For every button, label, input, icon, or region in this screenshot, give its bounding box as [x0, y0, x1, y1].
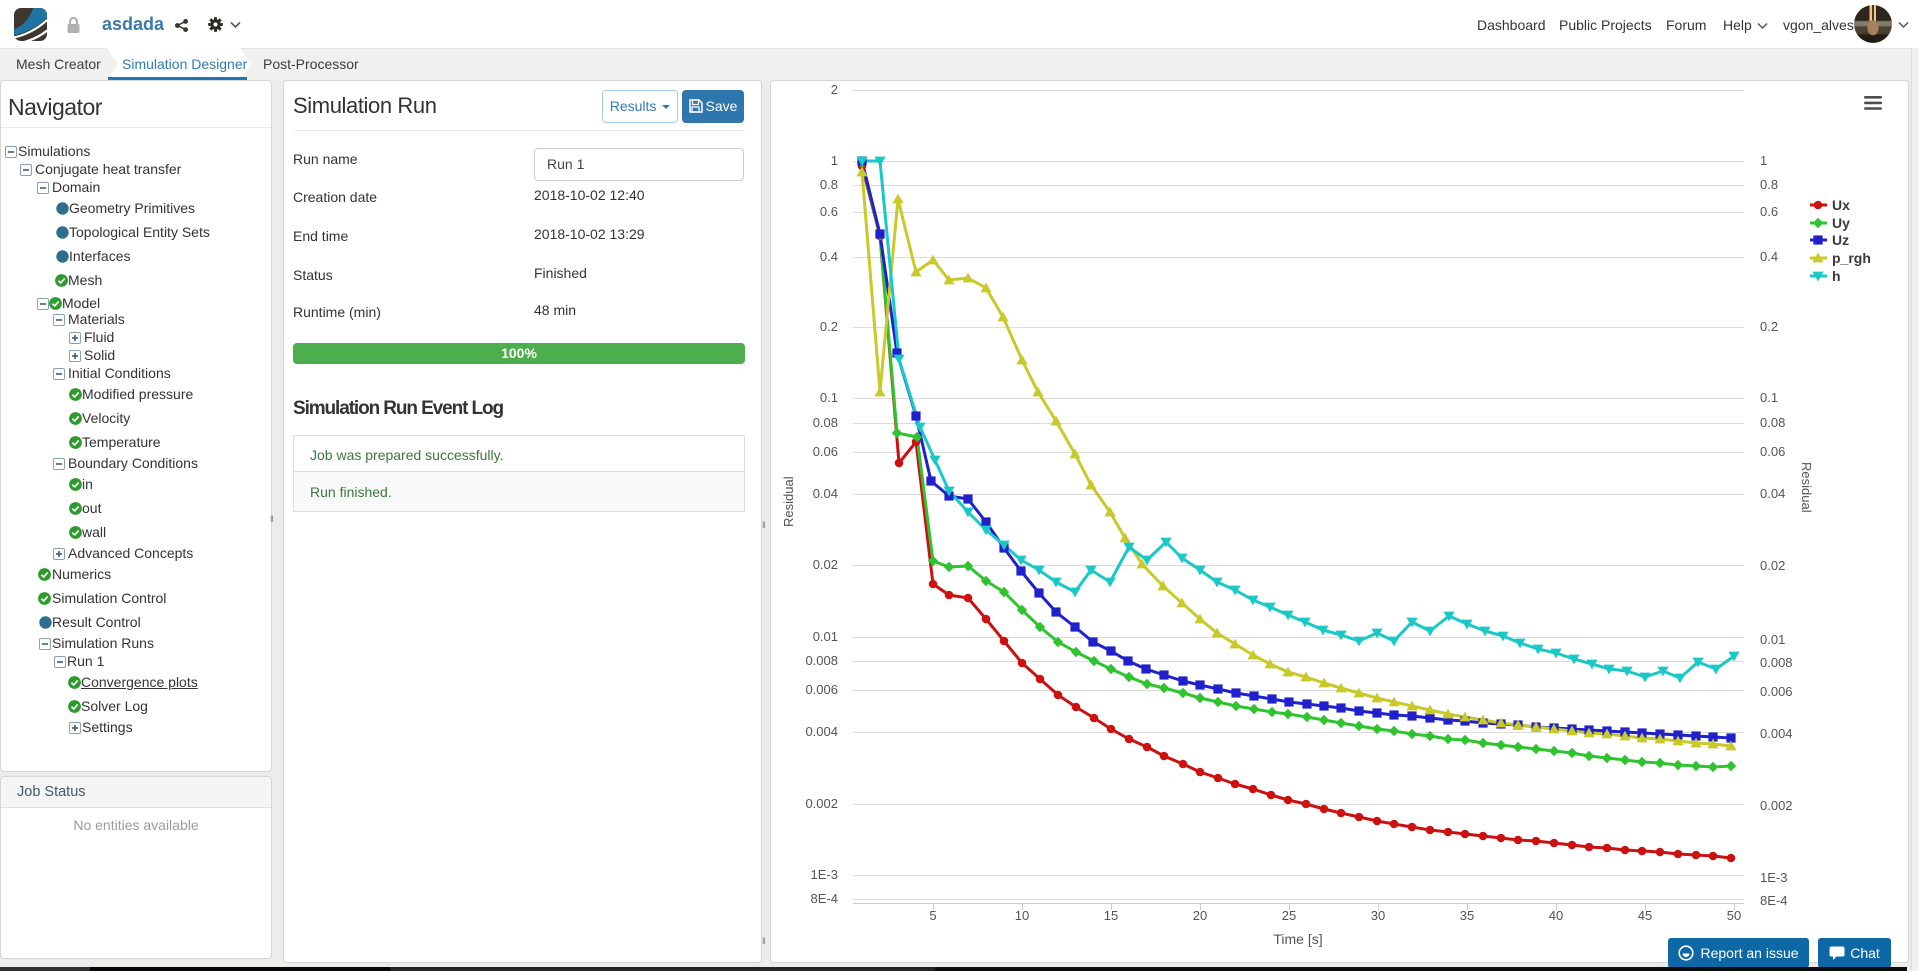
svg-text:2: 2 — [831, 82, 838, 97]
svg-text:0.2: 0.2 — [1760, 319, 1778, 334]
svg-text:5: 5 — [929, 908, 936, 923]
svg-text:1E-3: 1E-3 — [811, 867, 838, 882]
svg-text:0.1: 0.1 — [820, 390, 838, 405]
svg-text:0.6: 0.6 — [820, 204, 838, 219]
svg-text:Residual: Residual — [781, 476, 796, 527]
svg-text:0.004: 0.004 — [805, 724, 838, 739]
svg-text:0.06: 0.06 — [1760, 444, 1785, 459]
svg-text:0.04: 0.04 — [1760, 486, 1785, 501]
svg-text:25: 25 — [1282, 908, 1296, 923]
svg-text:0.8: 0.8 — [820, 177, 838, 192]
svg-text:50: 50 — [1727, 908, 1741, 923]
svg-text:0.006: 0.006 — [1760, 684, 1793, 699]
svg-text:0.008: 0.008 — [1760, 655, 1793, 670]
svg-text:0.02: 0.02 — [1760, 558, 1785, 573]
svg-text:10: 10 — [1015, 908, 1029, 923]
svg-text:0.8: 0.8 — [1760, 177, 1778, 192]
svg-text:20: 20 — [1193, 908, 1207, 923]
svg-text:p_rgh: p_rgh — [1832, 250, 1871, 266]
svg-text:0.08: 0.08 — [1760, 415, 1785, 430]
svg-text:Time [s]: Time [s] — [1273, 931, 1322, 947]
svg-text:40: 40 — [1549, 908, 1563, 923]
svg-text:0.08: 0.08 — [813, 415, 838, 430]
svg-text:Residual: Residual — [1799, 462, 1814, 513]
svg-text:0.04: 0.04 — [813, 486, 838, 501]
svg-text:35: 35 — [1460, 908, 1474, 923]
svg-text:0.01: 0.01 — [813, 629, 838, 644]
svg-text:0.4: 0.4 — [1760, 249, 1778, 264]
svg-text:8E-4: 8E-4 — [1760, 893, 1787, 908]
svg-text:0.6: 0.6 — [1760, 204, 1778, 219]
svg-text:0.06: 0.06 — [813, 444, 838, 459]
svg-text:1: 1 — [831, 153, 838, 168]
svg-text:1E-3: 1E-3 — [1760, 870, 1787, 885]
svg-text:15: 15 — [1104, 908, 1118, 923]
svg-text:0.1: 0.1 — [1760, 390, 1778, 405]
svg-text:45: 45 — [1638, 908, 1652, 923]
svg-text:30: 30 — [1371, 908, 1385, 923]
svg-text:0.006: 0.006 — [805, 682, 838, 697]
svg-text:0.2: 0.2 — [820, 319, 838, 334]
svg-text:Ux: Ux — [1832, 197, 1850, 213]
svg-text:Uy: Uy — [1832, 215, 1850, 231]
svg-text:h: h — [1832, 268, 1841, 284]
svg-text:1: 1 — [1760, 153, 1767, 168]
svg-text:Uz: Uz — [1832, 232, 1849, 248]
svg-text:0.008: 0.008 — [805, 653, 838, 668]
svg-text:0.004: 0.004 — [1760, 726, 1793, 741]
svg-text:0.002: 0.002 — [805, 796, 838, 811]
svg-text:0.02: 0.02 — [813, 557, 838, 572]
svg-text:8E-4: 8E-4 — [811, 891, 838, 906]
svg-text:0.01: 0.01 — [1760, 632, 1785, 647]
svg-text:0.4: 0.4 — [820, 249, 838, 264]
svg-text:0.002: 0.002 — [1760, 798, 1793, 813]
